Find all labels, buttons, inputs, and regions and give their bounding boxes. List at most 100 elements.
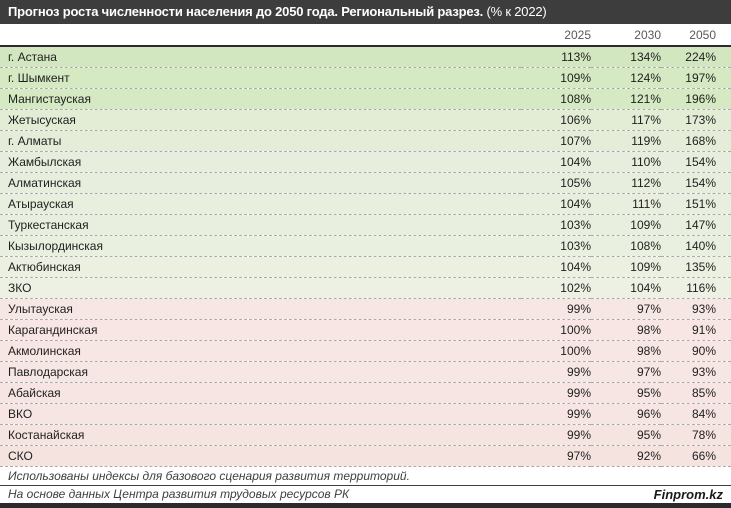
column-header-2050: 2050 bbox=[661, 24, 731, 47]
value-cell-2030: 110% bbox=[591, 151, 661, 173]
column-header-2025: 2025 bbox=[521, 24, 591, 47]
table-row: Абайская 99% 95% 85% bbox=[0, 382, 731, 404]
value-cell-2050: 151% bbox=[661, 193, 731, 215]
value-cell-2025: 104% bbox=[521, 256, 591, 278]
page-title-suffix: (% к 2022) bbox=[483, 4, 547, 19]
value-cell-2030: 95% bbox=[591, 382, 661, 404]
table-row: г. Алматы 107% 119% 168% bbox=[0, 130, 731, 152]
value-cell-2030: 134% bbox=[591, 46, 661, 68]
value-cell-2050: 140% bbox=[661, 235, 731, 257]
region-cell: Актюбинская bbox=[0, 256, 521, 278]
value-cell-2050: 147% bbox=[661, 214, 731, 236]
value-cell-2030: 111% bbox=[591, 193, 661, 215]
value-cell-2050: 135% bbox=[661, 256, 731, 278]
value-cell-2030: 109% bbox=[591, 214, 661, 236]
table-row: Атырауская 104% 111% 151% bbox=[0, 193, 731, 215]
table-row: г. Шымкент 109% 124% 197% bbox=[0, 67, 731, 89]
table-row: Жамбылская 104% 110% 154% bbox=[0, 151, 731, 173]
value-cell-2030: 92% bbox=[591, 445, 661, 467]
value-cell-2025: 108% bbox=[521, 88, 591, 110]
value-cell-2025: 107% bbox=[521, 130, 591, 152]
table-row: Улытауская 99% 97% 93% bbox=[0, 298, 731, 320]
value-cell-2030: 97% bbox=[591, 361, 661, 383]
region-cell: Карагандинская bbox=[0, 319, 521, 341]
table-row: Жетысуская 106% 117% 173% bbox=[0, 109, 731, 131]
value-cell-2050: 93% bbox=[661, 361, 731, 383]
value-cell-2030: 121% bbox=[591, 88, 661, 110]
value-cell-2030: 112% bbox=[591, 172, 661, 194]
value-cell-2030: 109% bbox=[591, 256, 661, 278]
value-cell-2025: 99% bbox=[521, 361, 591, 383]
region-cell: Атырауская bbox=[0, 193, 521, 215]
value-cell-2050: 196% bbox=[661, 88, 731, 110]
value-cell-2050: 90% bbox=[661, 340, 731, 362]
value-cell-2025: 104% bbox=[521, 193, 591, 215]
region-cell: Жетысуская bbox=[0, 109, 521, 131]
table-row: ЗКО 102% 104% 116% bbox=[0, 277, 731, 299]
value-cell-2025: 97% bbox=[521, 445, 591, 467]
value-cell-2025: 100% bbox=[521, 319, 591, 341]
value-cell-2050: 224% bbox=[661, 46, 731, 68]
value-cell-2030: 98% bbox=[591, 319, 661, 341]
region-cell: г. Астана bbox=[0, 46, 521, 68]
table-header: 2025 2030 2050 bbox=[0, 24, 731, 47]
bottom-bar bbox=[0, 503, 731, 508]
region-cell: СКО bbox=[0, 445, 521, 467]
region-cell: Улытауская bbox=[0, 298, 521, 320]
region-cell: Костанайская bbox=[0, 424, 521, 446]
page-title-main: Прогноз роста численности населения до 2… bbox=[8, 4, 484, 19]
table-row: Костанайская 99% 95% 78% bbox=[0, 424, 731, 446]
value-cell-2025: 102% bbox=[521, 277, 591, 299]
source-row: На основе данных Центра развития трудовы… bbox=[0, 485, 731, 503]
region-cell: ВКО bbox=[0, 403, 521, 425]
region-cell: Алматинская bbox=[0, 172, 521, 194]
table-row: Карагандинская 100% 98% 91% bbox=[0, 319, 731, 341]
value-cell-2025: 113% bbox=[521, 46, 591, 68]
page-title: Прогноз роста численности населения до 2… bbox=[0, 0, 731, 24]
region-cell: Туркестанская bbox=[0, 214, 521, 236]
table-row: Мангистауская 108% 121% 196% bbox=[0, 88, 731, 110]
value-cell-2050: 154% bbox=[661, 172, 731, 194]
region-cell: г. Шымкент bbox=[0, 67, 521, 89]
value-cell-2050: 84% bbox=[661, 403, 731, 425]
value-cell-2050: 173% bbox=[661, 109, 731, 131]
value-cell-2025: 104% bbox=[521, 151, 591, 173]
value-cell-2030: 95% bbox=[591, 424, 661, 446]
region-cell: Кызылординская bbox=[0, 235, 521, 257]
value-cell-2025: 99% bbox=[521, 382, 591, 404]
table-row: Акмолинская 100% 98% 90% bbox=[0, 340, 731, 362]
value-cell-2025: 99% bbox=[521, 403, 591, 425]
table-body: г. Астана 113% 134% 224% г. Шымкент 109%… bbox=[0, 46, 731, 467]
value-cell-2050: 78% bbox=[661, 424, 731, 446]
value-cell-2050: 93% bbox=[661, 298, 731, 320]
region-cell: ЗКО bbox=[0, 277, 521, 299]
value-cell-2025: 103% bbox=[521, 214, 591, 236]
value-cell-2050: 197% bbox=[661, 67, 731, 89]
value-cell-2025: 99% bbox=[521, 424, 591, 446]
value-cell-2050: 66% bbox=[661, 445, 731, 467]
value-cell-2030: 108% bbox=[591, 235, 661, 257]
table-row: СКО 97% 92% 66% bbox=[0, 445, 731, 467]
column-header-2030: 2030 bbox=[591, 24, 661, 47]
value-cell-2030: 97% bbox=[591, 298, 661, 320]
region-cell: г. Алматы bbox=[0, 130, 521, 152]
source-text: На основе данных Центра развития трудовы… bbox=[8, 487, 350, 502]
table-row: Павлодарская 99% 97% 93% bbox=[0, 361, 731, 383]
value-cell-2050: 85% bbox=[661, 382, 731, 404]
table-row: ВКО 99% 96% 84% bbox=[0, 403, 731, 425]
region-cell: Акмолинская bbox=[0, 340, 521, 362]
value-cell-2025: 105% bbox=[521, 172, 591, 194]
forecast-table: 2025 2030 2050 г. Астана 113% 134% 224% … bbox=[0, 24, 731, 467]
value-cell-2025: 106% bbox=[521, 109, 591, 131]
value-cell-2050: 91% bbox=[661, 319, 731, 341]
column-header-region bbox=[0, 24, 521, 47]
value-cell-2030: 98% bbox=[591, 340, 661, 362]
value-cell-2025: 99% bbox=[521, 298, 591, 320]
table-row: Актюбинская 104% 109% 135% bbox=[0, 256, 731, 278]
value-cell-2030: 96% bbox=[591, 403, 661, 425]
value-cell-2050: 116% bbox=[661, 277, 731, 299]
region-cell: Мангистауская bbox=[0, 88, 521, 110]
value-cell-2050: 154% bbox=[661, 151, 731, 173]
region-cell: Абайская bbox=[0, 382, 521, 404]
